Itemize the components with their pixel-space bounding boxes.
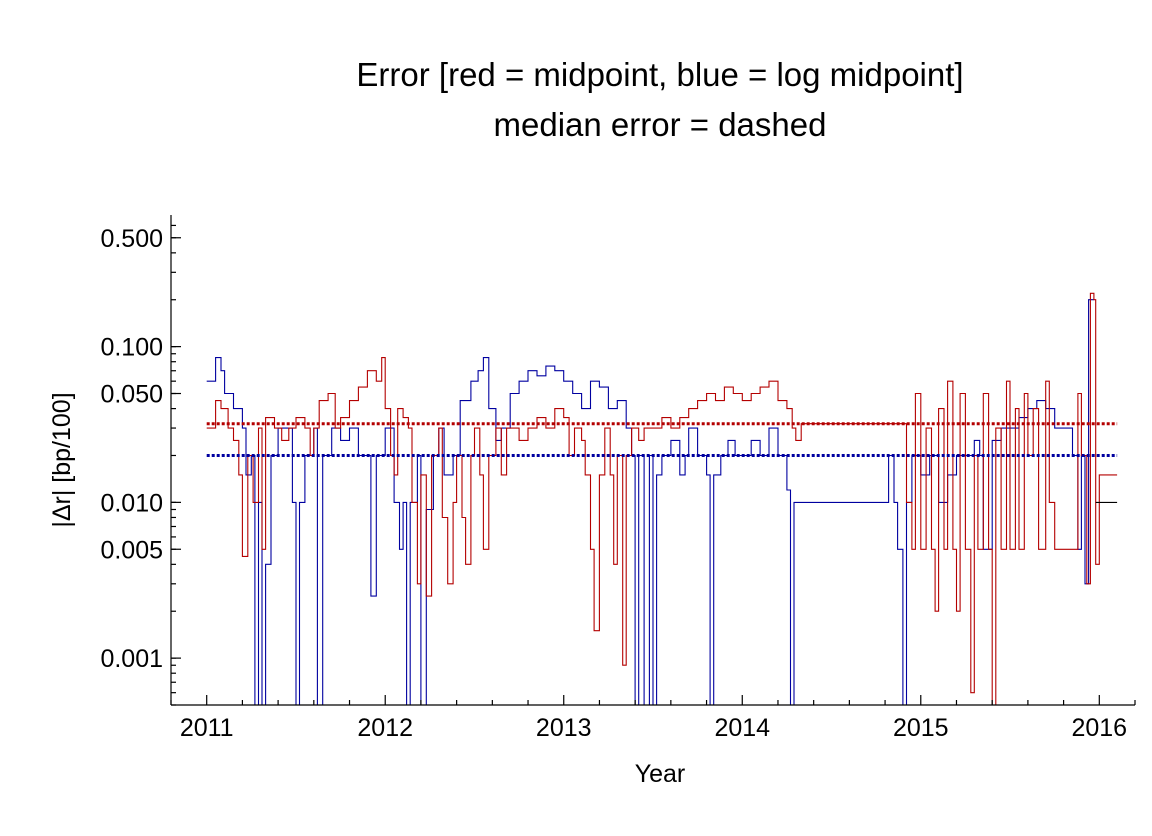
x-tick-label: 2012: [357, 714, 413, 742]
x-ticks: 2011 2012 2013 2014 2015 2016: [170, 695, 1136, 742]
x-tick-label: 2011: [180, 714, 234, 742]
y-ticks: 0.001 0.005 0.010 0.050 0.100 0.500: [100, 225, 181, 706]
y-tick-label: 0.100: [100, 334, 163, 362]
x-tick-label: 2016: [1071, 714, 1127, 742]
x-tick-label: 2013: [536, 714, 592, 742]
y-tick-label: 0.001: [100, 645, 163, 673]
chart-subtitle: median error = dashed: [494, 106, 827, 143]
x-tick-label: 2014: [714, 714, 770, 742]
y-tick-label: 0.500: [100, 225, 163, 253]
y-tick-label: 0.005: [100, 536, 163, 564]
x-axis-title: Year: [635, 760, 686, 788]
y-axis-title: |Δr| [bp/100]: [48, 392, 76, 527]
series-line-log_midpoint: [206, 299, 1094, 706]
y-tick-label: 0.050: [100, 381, 163, 409]
axes: [170, 215, 1135, 706]
series-line-midpoint: [206, 292, 1118, 706]
x-tick-label: 2015: [893, 714, 949, 742]
median-lines: [206, 422, 1118, 457]
chart-title: Error [red = midpoint, blue = log midpoi…: [356, 56, 963, 93]
plot-series: [206, 292, 1118, 706]
y-tick-label: 0.010: [100, 489, 163, 517]
